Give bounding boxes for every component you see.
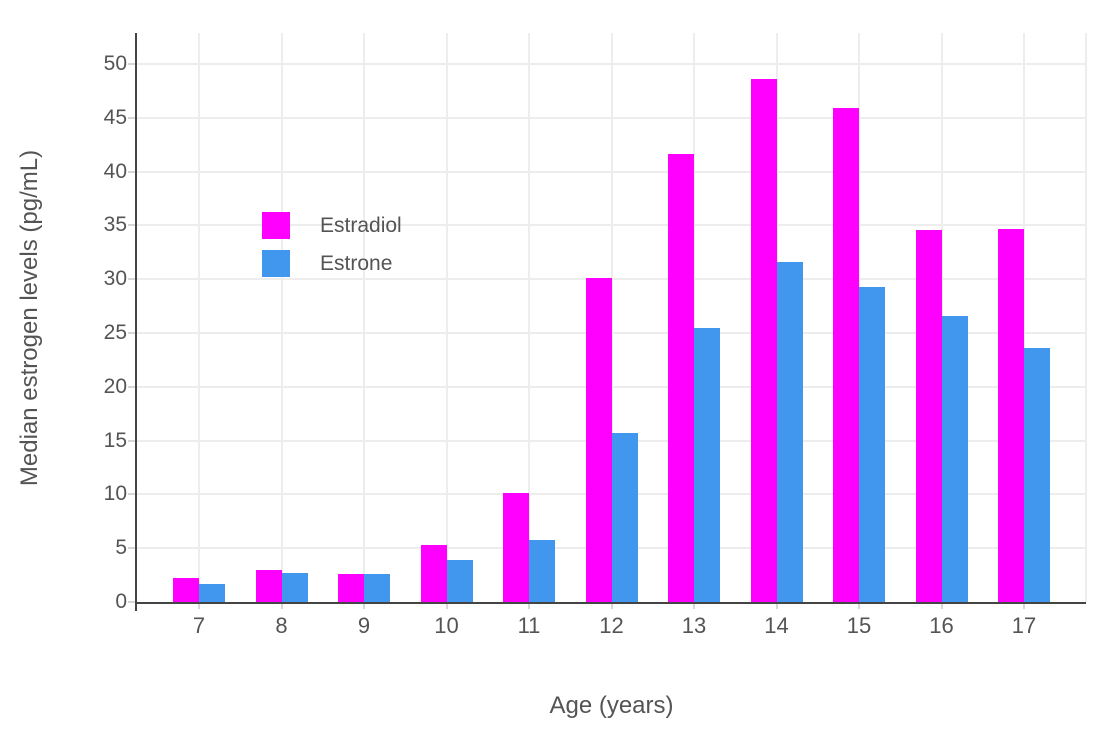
- y-tick-label-45: 45: [103, 105, 127, 129]
- bar-estradiol-age-7[interactable]: [173, 578, 199, 602]
- x-tick-label-16: 16: [929, 613, 954, 638]
- y-tick-5: [128, 547, 137, 550]
- bar-estradiol-age-11[interactable]: [503, 493, 529, 602]
- x-tick-15: [858, 602, 860, 609]
- x-tick-11: [528, 602, 530, 609]
- x-tick-12: [610, 602, 613, 609]
- gridline-x-7: [198, 33, 200, 602]
- bar-estradiol-age-17[interactable]: [998, 229, 1024, 602]
- x-tick-label-14: 14: [764, 613, 789, 638]
- bar-estradiol-age-14[interactable]: [750, 79, 777, 602]
- y-tick-label-15: 15: [103, 428, 127, 452]
- bar-estradiol-age-10[interactable]: [420, 545, 447, 602]
- estradiol-swatch: [262, 212, 290, 239]
- bar-estradiol-age-9[interactable]: [338, 574, 364, 602]
- bar-estradiol-age-15[interactable]: [833, 108, 859, 602]
- gridline-x-17: [1023, 33, 1025, 602]
- x-tick-13: [693, 602, 695, 609]
- bar-estrone-age-9[interactable]: [364, 574, 390, 602]
- bar-estrone-age-12[interactable]: [611, 433, 638, 602]
- bar-estrone-age-8[interactable]: [281, 573, 308, 602]
- y-tick-label-20: 20: [103, 374, 127, 398]
- y-axis-line: [135, 33, 137, 611]
- x-tick-14: [775, 602, 778, 609]
- bar-estrone-age-11[interactable]: [529, 540, 555, 602]
- y-tick-45: [128, 116, 137, 119]
- bar-estradiol-age-13[interactable]: [668, 154, 694, 602]
- y-tick-40: [128, 170, 137, 173]
- gridline-x-9: [363, 33, 365, 602]
- y-tick-label-40: 40: [103, 159, 127, 183]
- gridline-x-12: [610, 33, 613, 602]
- legend: Estradiol Estrone: [262, 212, 402, 288]
- x-tick-7: [198, 602, 200, 609]
- bar-estradiol-age-12[interactable]: [585, 278, 612, 602]
- x-tick-label-7: 7: [192, 613, 206, 638]
- legend-label-estradiol: Estradiol: [320, 213, 402, 237]
- x-tick-label-11: 11: [517, 613, 541, 638]
- gridline-x-right-boundary: [1085, 33, 1087, 602]
- bar-estradiol-age-16[interactable]: [915, 230, 942, 602]
- x-tick-label-15: 15: [846, 613, 872, 638]
- y-tick-15: [128, 439, 137, 442]
- x-tick-label-13: 13: [681, 613, 707, 638]
- legend-item-estrone[interactable]: Estrone: [262, 250, 402, 277]
- y-tick-0: [128, 601, 137, 603]
- gridline-x-8: [280, 33, 283, 602]
- x-tick-label-9: 9: [357, 613, 371, 638]
- y-tick-10: [128, 493, 137, 496]
- bar-estrone-age-13[interactable]: [694, 328, 720, 602]
- x-tick-9: [363, 602, 365, 609]
- y-tick-20: [128, 385, 137, 388]
- bar-estradiol-age-8[interactable]: [255, 570, 282, 602]
- y-tick-30: [128, 278, 137, 281]
- x-axis-line: [137, 602, 1086, 604]
- x-tick-label-10: 10: [434, 613, 459, 638]
- x-tick-8: [280, 602, 283, 609]
- y-tick-label-50: 50: [103, 52, 127, 75]
- x-tick-10: [445, 602, 448, 609]
- y-tick-label-30: 30: [103, 267, 127, 291]
- bar-estrone-age-17[interactable]: [1024, 348, 1050, 602]
- x-axis-title: Age (years): [549, 692, 674, 719]
- x-tick-label-12: 12: [599, 613, 624, 638]
- y-axis-title: Median estrogen levels (pg/mL): [16, 149, 43, 487]
- legend-label-estrone: Estrone: [320, 251, 393, 275]
- bar-estrone-age-14[interactable]: [776, 262, 803, 602]
- x-tick-label-17: 17: [1011, 613, 1037, 638]
- gridline-x-10: [445, 33, 448, 602]
- gridline-x-13: [693, 33, 695, 602]
- x-tick-17: [1023, 602, 1025, 609]
- y-tick-label-5: 5: [115, 536, 127, 560]
- bar-estrone-age-16[interactable]: [941, 316, 968, 602]
- estrone-swatch: [262, 250, 290, 277]
- y-tick-label-25: 25: [103, 321, 127, 344]
- y-tick-label-10: 10: [103, 482, 127, 506]
- x-tick-16: [940, 602, 943, 609]
- y-tick-50: [128, 63, 137, 65]
- bar-estrone-age-15[interactable]: [859, 287, 885, 602]
- gridline-x-11: [528, 33, 530, 602]
- legend-item-estradiol[interactable]: Estradiol: [262, 212, 402, 239]
- bar-estrone-age-7[interactable]: [199, 584, 225, 602]
- bar-estrone-age-10[interactable]: [446, 560, 473, 602]
- plot-area: 0 5 10 15 20 25 30 35 40 45 50 7 8 9 10 11 12 13 14 15 16 17: [104, 33, 1087, 638]
- x-tick-label-8: 8: [275, 613, 288, 638]
- y-tick-25: [128, 332, 137, 334]
- y-tick-label-35: 35: [103, 213, 127, 237]
- y-tick-label-0: 0: [115, 590, 127, 613]
- y-tick-35: [128, 224, 137, 227]
